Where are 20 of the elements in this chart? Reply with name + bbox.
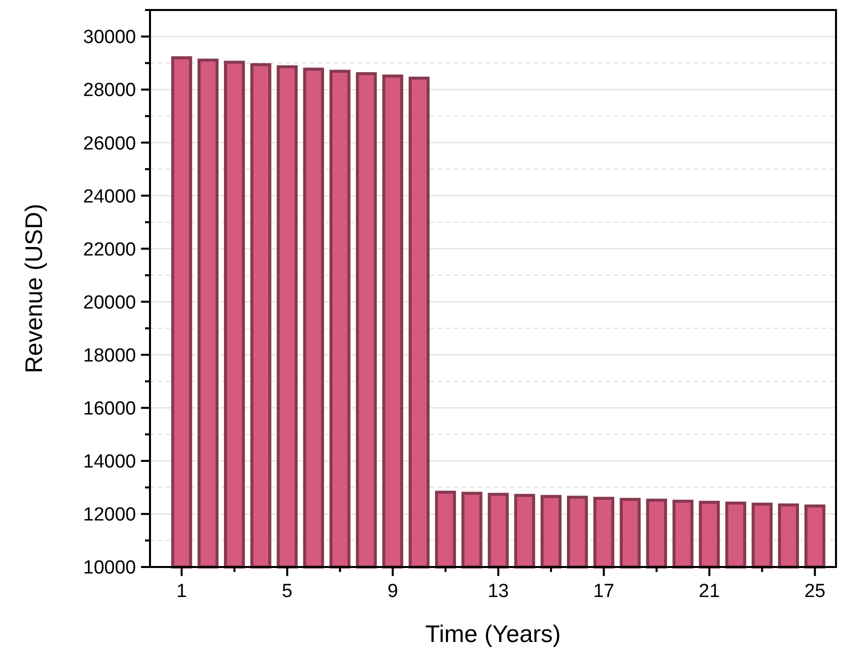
y-tick-label: 20000: [83, 292, 136, 314]
y-tick-label: 16000: [83, 398, 136, 420]
y-tick-label: 18000: [83, 345, 136, 366]
y-tick-label: 12000: [83, 504, 136, 526]
y-tick-label: 22000: [83, 239, 136, 260]
x-tick-label: 13: [488, 581, 509, 602]
x-tick-label: 1: [176, 581, 187, 602]
x-tick-label: 9: [387, 581, 398, 602]
y-tick-label: 24000: [83, 186, 136, 208]
x-tick-label: 25: [804, 581, 826, 602]
x-tick-label: 5: [282, 581, 292, 602]
y-tick-label: 30000: [83, 27, 136, 48]
y-tick-label: 28000: [83, 80, 136, 102]
x-axis-title: Time (Years): [425, 621, 561, 648]
y-tick-label: 14000: [83, 452, 136, 473]
y-tick-label: 26000: [83, 133, 136, 154]
y-axis-title: Revenue (USD): [21, 204, 48, 374]
y-tick-label: 10000: [83, 558, 136, 579]
x-tick-label: 17: [593, 581, 614, 602]
x-tick-label: 21: [698, 581, 720, 602]
